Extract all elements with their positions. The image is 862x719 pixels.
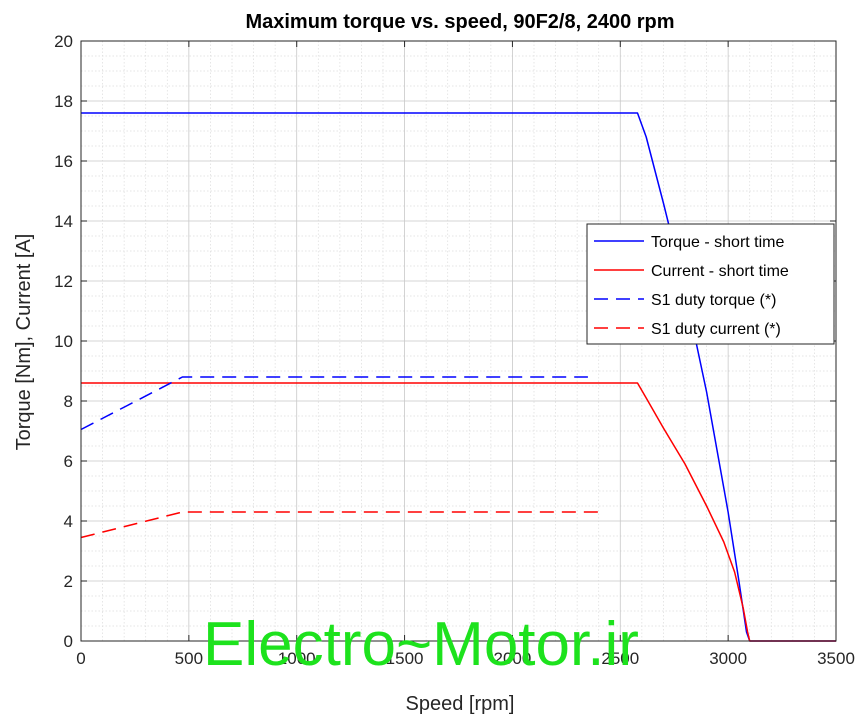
legend-box bbox=[586, 223, 835, 345]
y-tick-label: 18 bbox=[54, 92, 73, 111]
legend-label-torque-short-time: Torque - short time bbox=[651, 234, 784, 251]
y-tick-label: 4 bbox=[64, 512, 73, 531]
chart-title: Maximum torque vs. speed, 90F2/8, 2400 r… bbox=[245, 11, 674, 33]
series-line-s1-duty-current bbox=[80, 511, 599, 539]
x-tick-label: 1000 bbox=[278, 649, 316, 668]
series-layer bbox=[80, 112, 836, 642]
y-tick-label: 20 bbox=[54, 32, 73, 51]
x-tick-label: 1500 bbox=[386, 649, 424, 668]
y-tick-label: 12 bbox=[54, 272, 73, 291]
x-axis-ticks: 0 500 1000 1500 2000 2500 3000 3500 bbox=[76, 41, 855, 668]
watermark: Electro~Motor.ir bbox=[203, 610, 639, 679]
y-tick-label: 2 bbox=[64, 572, 73, 591]
series-line-s1-duty-torque bbox=[80, 376, 588, 431]
x-tick-label: 3500 bbox=[817, 649, 855, 668]
x-tick-label: 2000 bbox=[494, 649, 532, 668]
y-tick-label: 16 bbox=[54, 152, 73, 171]
legend: Torque - short time Current - short time… bbox=[586, 223, 835, 345]
y-axis-ticks: 0 2 4 6 8 10 12 14 16 18 20 bbox=[54, 32, 836, 651]
x-tick-label: 2500 bbox=[601, 649, 639, 668]
x-tick-label: 3000 bbox=[709, 649, 747, 668]
y-tick-label: 10 bbox=[54, 332, 73, 351]
y-axis-label: Torque [Nm], Current [A] bbox=[13, 234, 35, 451]
x-tick-label: 500 bbox=[175, 649, 203, 668]
y-tick-label: 8 bbox=[64, 392, 73, 411]
legend-label-s1-duty-torque: S1 duty torque (*) bbox=[651, 292, 776, 309]
y-tick-label: 0 bbox=[64, 632, 73, 651]
x-tick-label: 0 bbox=[76, 649, 85, 668]
y-tick-label: 6 bbox=[64, 452, 73, 471]
legend-label-current-short-time: Current - short time bbox=[651, 263, 789, 280]
y-tick-label: 14 bbox=[54, 212, 73, 231]
legend-label-s1-duty-current: S1 duty current (*) bbox=[651, 321, 781, 338]
x-axis-label: Speed [rpm] bbox=[406, 693, 515, 715]
series-line-current-short-time bbox=[81, 382, 836, 642]
